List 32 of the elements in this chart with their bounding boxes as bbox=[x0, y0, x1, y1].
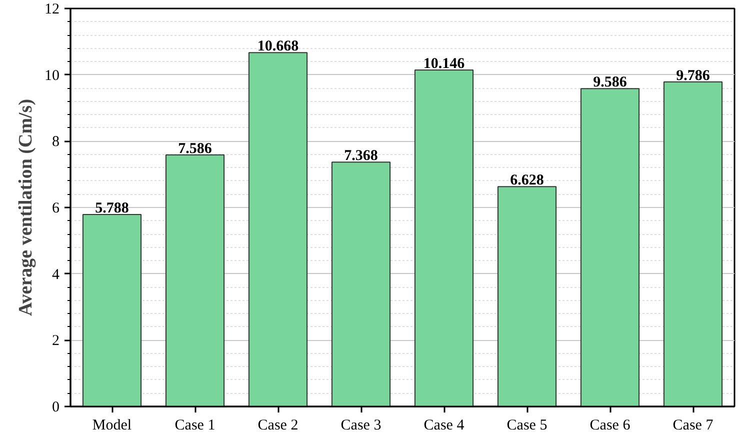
data-label: 5.788 bbox=[95, 200, 129, 217]
data-label: 9.786 bbox=[676, 68, 710, 84]
data-label: 7.586 bbox=[178, 140, 212, 157]
y-tick-label: 0 bbox=[52, 400, 60, 416]
x-tick-label: Case 3 bbox=[340, 418, 382, 434]
x-tick-label: Case 2 bbox=[258, 418, 298, 434]
x-tick-label: Case 6 bbox=[590, 418, 631, 434]
data-label: 10.146 bbox=[423, 56, 466, 72]
data-label: 10.668 bbox=[257, 38, 299, 55]
y-tick-label: 6 bbox=[52, 200, 60, 216]
bar bbox=[663, 81, 723, 406]
data-label: 6.628 bbox=[510, 172, 544, 189]
bar bbox=[82, 214, 142, 406]
y-tick-label: 4 bbox=[52, 266, 60, 283]
y-axis-title: Average ventilation (Cm/s) bbox=[16, 98, 36, 316]
x-tick-label: Model bbox=[92, 418, 132, 434]
x-tick-label: Case 1 bbox=[174, 418, 216, 434]
bar bbox=[497, 186, 557, 406]
y-tick-label: 8 bbox=[52, 134, 60, 150]
bar bbox=[414, 69, 474, 406]
x-tick-label: Case 5 bbox=[506, 418, 548, 434]
y-tick-label: 2 bbox=[52, 333, 60, 350]
data-label: 9.586 bbox=[593, 74, 628, 91]
bar bbox=[331, 162, 391, 406]
bar bbox=[248, 52, 308, 406]
data-label: 7.368 bbox=[344, 148, 378, 164]
y-tick-label: 10 bbox=[44, 68, 60, 84]
x-tick-label: Case 7 bbox=[672, 418, 714, 434]
bar bbox=[580, 88, 640, 406]
y-tick-label: 12 bbox=[44, 2, 60, 18]
x-tick-label: Case 4 bbox=[424, 418, 465, 434]
bar bbox=[165, 154, 225, 406]
